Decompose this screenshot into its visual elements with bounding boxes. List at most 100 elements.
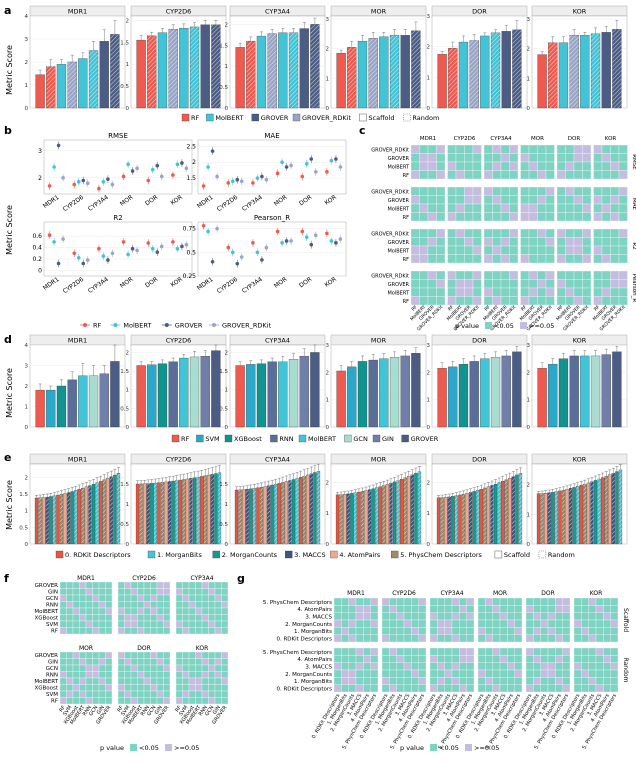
g-cell <box>396 605 405 613</box>
c-cell <box>464 203 474 213</box>
c-cell <box>593 237 603 247</box>
g-cell <box>588 662 597 671</box>
f-cell <box>85 684 93 692</box>
g-cell <box>444 619 453 628</box>
f-cell <box>188 684 196 692</box>
c-row-label: RF <box>403 299 409 305</box>
e-CYP2D6-bar <box>207 474 211 545</box>
c-cell <box>483 203 493 213</box>
c-cell <box>436 153 446 163</box>
f-cell <box>221 658 229 666</box>
f-cell <box>221 671 229 679</box>
b-Pearson_R-point <box>338 237 343 241</box>
c-cell <box>419 203 429 213</box>
f-col-KOR: KOR <box>196 645 209 652</box>
b-Pearson_R-point <box>275 229 280 234</box>
e-MOR-tick-label: 2 <box>326 480 330 486</box>
f-cell <box>137 651 145 659</box>
g-cell <box>363 597 371 606</box>
c-row-label: GROVER <box>388 282 410 288</box>
g-cell <box>540 684 549 693</box>
c-cell <box>601 287 611 297</box>
b-Pearson_R-point <box>280 241 284 245</box>
legend-d-label: MolBERT <box>308 435 336 443</box>
g-cell <box>610 612 619 621</box>
a-MDR1-title: MDR1 <box>68 8 87 16</box>
c-cell <box>427 203 437 213</box>
f-cell <box>130 664 138 672</box>
g-cell <box>429 634 438 643</box>
f-cell <box>143 664 151 672</box>
a-CYP3A4-bar-hatch <box>310 24 320 109</box>
f-cell <box>208 658 216 666</box>
c-cell <box>483 245 493 255</box>
g-cell <box>370 612 379 621</box>
g-cell <box>547 662 556 671</box>
g-row-label: 3. MACCS <box>305 615 332 621</box>
c-cell <box>436 254 446 264</box>
e-CYP3A4-tick-label: 1.5 <box>219 482 228 488</box>
c-cell <box>447 296 457 306</box>
g-cell <box>547 677 556 685</box>
f-cell <box>124 627 132 635</box>
b-R2-point <box>135 248 139 253</box>
g-cell <box>466 605 475 613</box>
d-KOR-tick-label: 3 <box>527 343 531 349</box>
f-cell <box>163 690 171 698</box>
e-CYP3A4-bar-hatch <box>238 489 242 544</box>
e-MOR-bar-hatch <box>368 489 372 544</box>
g-cell <box>411 597 419 606</box>
b-MAE-point <box>313 169 318 174</box>
b-MAE-point <box>226 181 231 185</box>
d-CYP2D6-bar <box>179 357 189 428</box>
f-cell <box>182 594 190 602</box>
c-cell <box>610 245 620 255</box>
e-CYP3A4-bar <box>291 479 296 545</box>
f-cell <box>156 651 164 659</box>
g-cell <box>444 655 453 663</box>
f-cell <box>182 588 190 596</box>
c-cell <box>447 270 457 280</box>
g-cell <box>610 677 619 685</box>
b-Pearson_R-point <box>255 250 260 255</box>
a-MDR1-bar-hatch <box>46 66 56 108</box>
f-cell <box>195 658 203 666</box>
b-MAE-point <box>235 177 240 182</box>
c-cell <box>464 287 474 297</box>
f-cell <box>105 614 113 622</box>
g-cell <box>555 662 563 671</box>
g-cell <box>573 634 582 643</box>
f-cell <box>221 651 229 659</box>
c-cell <box>464 254 474 264</box>
panel-letter-a: a <box>4 4 11 17</box>
a-CYP3A4-bar <box>235 47 245 109</box>
g-cell <box>562 597 571 606</box>
e-MOR-bar-hatch <box>382 485 386 544</box>
d-DOR-frame <box>431 344 528 428</box>
g-cell <box>525 655 534 663</box>
f-cell <box>98 684 106 692</box>
f-cell <box>105 697 113 705</box>
f-cell <box>105 627 113 635</box>
g-cell <box>588 677 597 685</box>
c-cell <box>427 170 437 180</box>
c-cell <box>545 245 555 255</box>
g-cell <box>499 597 508 606</box>
a-MOR-bar <box>357 41 368 109</box>
g-cell <box>466 619 475 628</box>
f-cell <box>150 601 158 609</box>
c-cell <box>427 195 437 205</box>
f-cell <box>150 664 158 672</box>
f-cell <box>85 594 93 602</box>
g-cell <box>507 684 515 693</box>
b-Pearson_R-xtick-label: CYP2D6 <box>216 276 240 295</box>
a-CYP2D6-bar <box>200 24 210 109</box>
g-cell <box>429 677 438 685</box>
g-cell <box>595 655 604 663</box>
g-cell <box>341 655 349 663</box>
f-cell <box>59 664 67 672</box>
g-cell <box>547 612 556 621</box>
b-MAE-point <box>264 177 269 182</box>
c-cell <box>492 212 502 222</box>
e-CYP3A4-bar <box>284 481 289 545</box>
